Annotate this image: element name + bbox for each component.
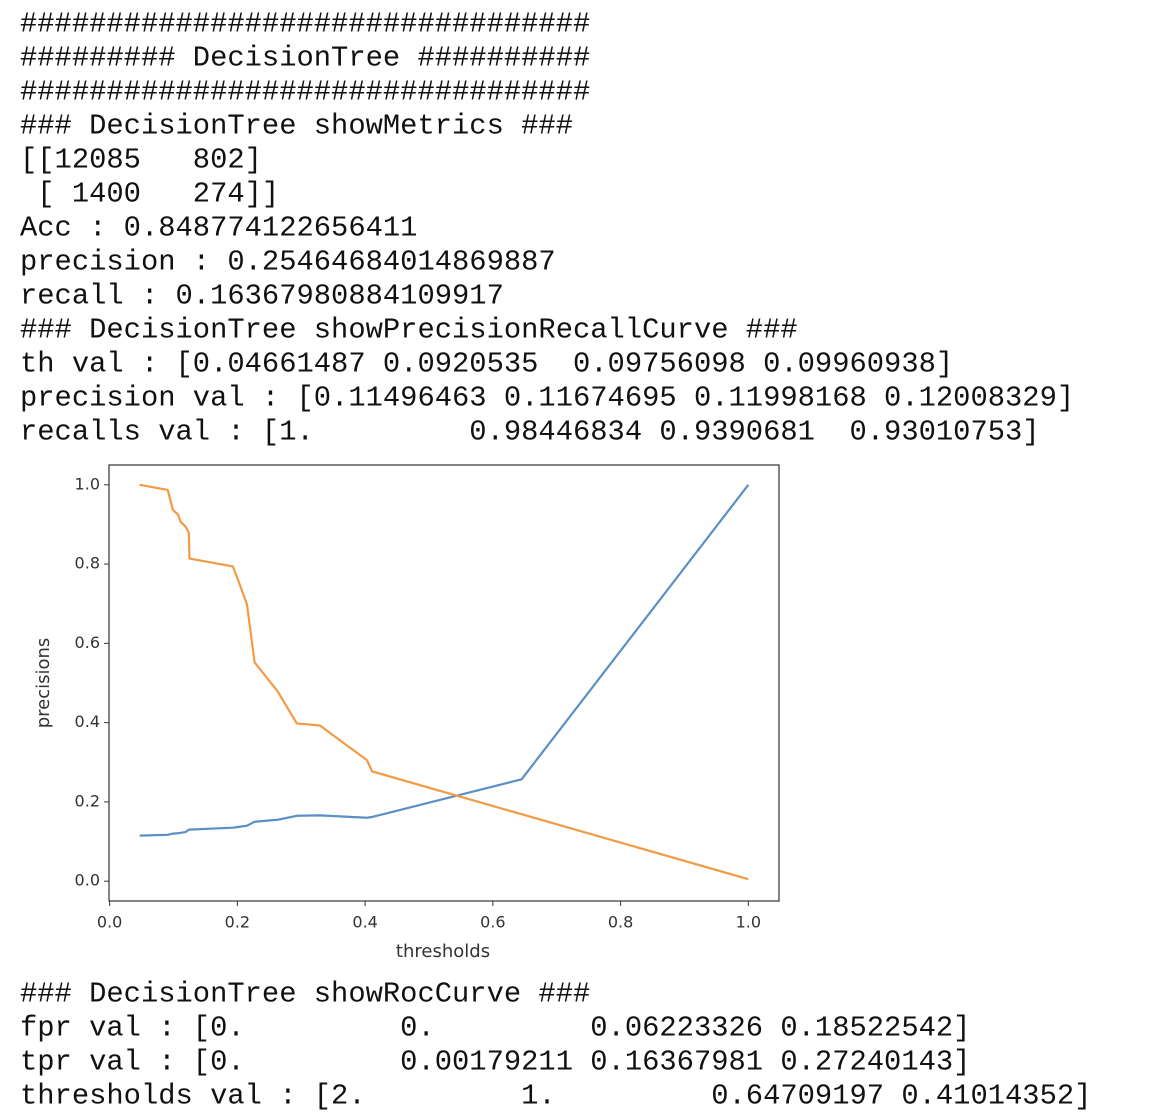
output-line: th val : [0.04661487 0.0920535 0.0975609… [20, 348, 953, 381]
x-tick-label: 0.2 [225, 913, 250, 932]
x-tick-label: 0.0 [97, 913, 122, 932]
y-tick-label: 0.6 [75, 633, 100, 652]
series-line [139, 484, 750, 837]
output-line: [ 1400 274]] [20, 178, 279, 211]
series-line [139, 483, 749, 881]
output-line: ### DecisionTree showPrecisionRecallCurv… [20, 314, 798, 347]
output-line: Acc : 0.848774122656411 [20, 212, 417, 245]
output-line: ################################# [20, 76, 590, 109]
y-axis-label: precisions [33, 638, 54, 729]
output-line: [[12085 802] [20, 144, 262, 177]
output-line: ######### DecisionTree ########## [20, 42, 590, 75]
x-tick-label: 1.0 [736, 913, 761, 932]
output-line: recall : 0.16367980884109917 [20, 280, 504, 313]
output-line: precision : 0.25464684014869887 [20, 246, 556, 279]
output-line: ### DecisionTree showMetrics ### [20, 110, 573, 143]
output-line: fpr val : [0. 0. 0.06223326 0.18522542] [20, 1012, 970, 1045]
output-line: ### DecisionTree showRocCurve ### [20, 978, 590, 1011]
x-tick-label: 0.4 [352, 913, 377, 932]
y-tick-label: 0.0 [75, 871, 100, 890]
y-tick-label: 1.0 [75, 474, 100, 493]
x-tick-label: 0.6 [480, 913, 505, 932]
y-tick-label: 0.4 [75, 712, 100, 731]
x-tick-label: 0.8 [608, 913, 633, 932]
y-tick-label: 0.8 [75, 554, 100, 573]
x-axis-label: thresholds [396, 941, 490, 962]
output-line: ################################# [20, 8, 590, 41]
output-line: precision val : [0.11496463 0.11674695 0… [20, 382, 1074, 415]
output-line: tpr val : [0. 0.00179211 0.16367981 0.27… [20, 1046, 970, 1079]
output-line: recalls val : [1. 0.98446834 0.9390681 0… [20, 416, 1040, 449]
axes-frame [108, 464, 780, 902]
y-tick-label: 0.2 [75, 791, 100, 810]
output-line: thresholds val : [2. 1. 0.64709197 0.410… [20, 1080, 1091, 1113]
